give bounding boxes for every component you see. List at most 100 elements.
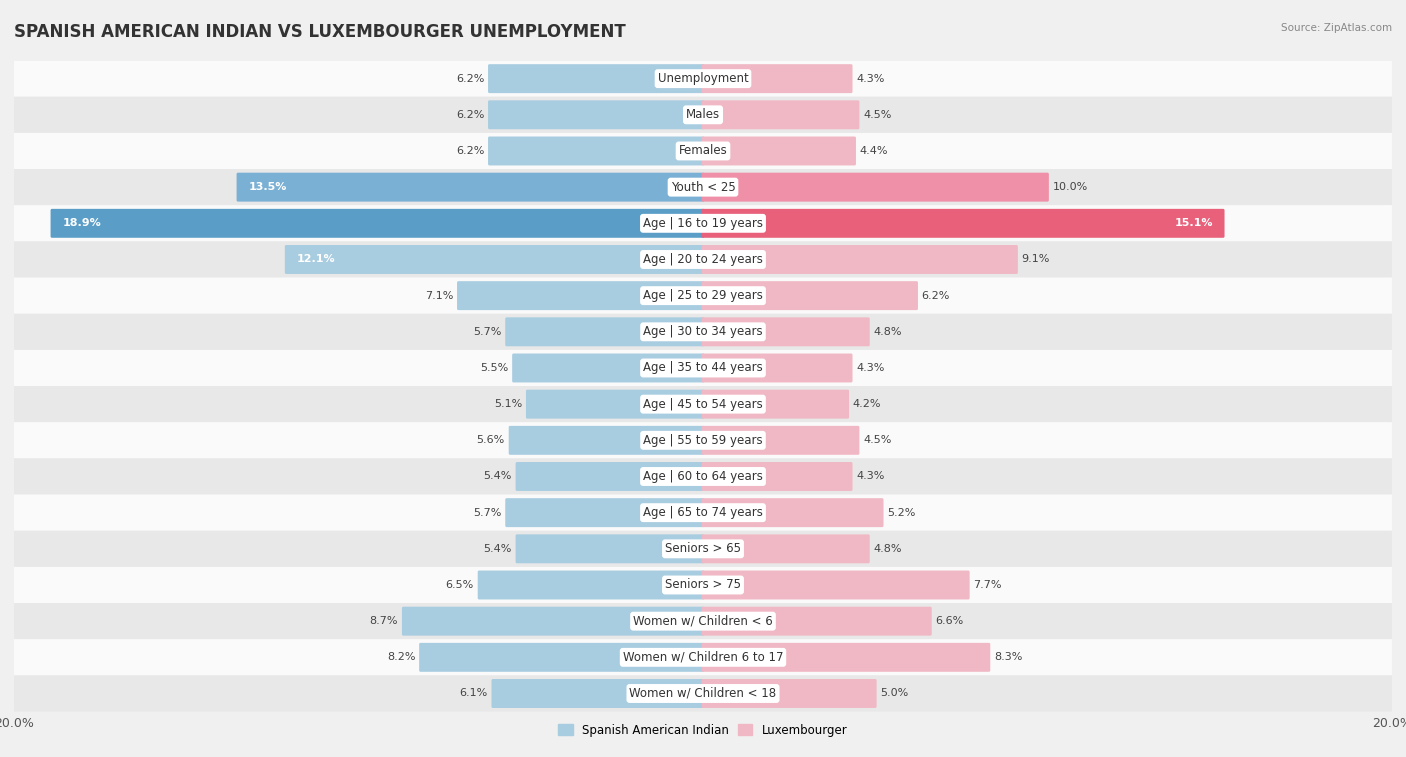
Text: Women w/ Children 6 to 17: Women w/ Children 6 to 17 [623, 651, 783, 664]
FancyBboxPatch shape [14, 350, 1392, 386]
Text: Women w/ Children < 6: Women w/ Children < 6 [633, 615, 773, 628]
Text: Age | 20 to 24 years: Age | 20 to 24 years [643, 253, 763, 266]
Text: 4.2%: 4.2% [853, 399, 882, 409]
Text: 4.5%: 4.5% [863, 110, 891, 120]
Text: 4.8%: 4.8% [873, 327, 903, 337]
Text: 6.2%: 6.2% [456, 73, 484, 83]
FancyBboxPatch shape [702, 498, 883, 527]
FancyBboxPatch shape [505, 317, 704, 346]
FancyBboxPatch shape [702, 173, 1049, 201]
Text: 4.5%: 4.5% [863, 435, 891, 445]
Text: 6.5%: 6.5% [446, 580, 474, 590]
FancyBboxPatch shape [488, 64, 704, 93]
Text: 5.5%: 5.5% [479, 363, 509, 373]
FancyBboxPatch shape [14, 241, 1392, 278]
Text: 8.3%: 8.3% [994, 653, 1022, 662]
FancyBboxPatch shape [457, 281, 704, 310]
Text: Seniors > 65: Seniors > 65 [665, 542, 741, 556]
Text: 7.7%: 7.7% [973, 580, 1002, 590]
Text: Age | 25 to 29 years: Age | 25 to 29 years [643, 289, 763, 302]
Text: Unemployment: Unemployment [658, 72, 748, 85]
Text: Youth < 25: Youth < 25 [671, 181, 735, 194]
FancyBboxPatch shape [14, 567, 1392, 603]
FancyBboxPatch shape [505, 498, 704, 527]
FancyBboxPatch shape [702, 245, 1018, 274]
FancyBboxPatch shape [14, 531, 1392, 567]
FancyBboxPatch shape [14, 205, 1392, 241]
Text: 6.1%: 6.1% [460, 689, 488, 699]
FancyBboxPatch shape [14, 97, 1392, 133]
Text: 4.8%: 4.8% [873, 544, 903, 554]
FancyBboxPatch shape [14, 169, 1392, 205]
FancyBboxPatch shape [14, 313, 1392, 350]
FancyBboxPatch shape [526, 390, 704, 419]
FancyBboxPatch shape [14, 603, 1392, 639]
FancyBboxPatch shape [702, 571, 970, 600]
FancyBboxPatch shape [702, 136, 856, 166]
FancyBboxPatch shape [14, 386, 1392, 422]
FancyBboxPatch shape [702, 534, 870, 563]
Text: Age | 60 to 64 years: Age | 60 to 64 years [643, 470, 763, 483]
FancyBboxPatch shape [702, 64, 852, 93]
Text: 5.1%: 5.1% [494, 399, 522, 409]
Text: 4.3%: 4.3% [856, 363, 884, 373]
Text: 6.2%: 6.2% [456, 146, 484, 156]
Text: SPANISH AMERICAN INDIAN VS LUXEMBOURGER UNEMPLOYMENT: SPANISH AMERICAN INDIAN VS LUXEMBOURGER … [14, 23, 626, 41]
Text: Males: Males [686, 108, 720, 121]
FancyBboxPatch shape [702, 462, 852, 491]
Text: 5.2%: 5.2% [887, 508, 915, 518]
FancyBboxPatch shape [402, 606, 704, 636]
FancyBboxPatch shape [509, 426, 704, 455]
Text: Age | 16 to 19 years: Age | 16 to 19 years [643, 217, 763, 230]
Text: 4.3%: 4.3% [856, 73, 884, 83]
Text: Age | 65 to 74 years: Age | 65 to 74 years [643, 506, 763, 519]
Text: 13.5%: 13.5% [249, 182, 287, 192]
FancyBboxPatch shape [702, 317, 870, 346]
Text: 9.1%: 9.1% [1022, 254, 1050, 264]
FancyBboxPatch shape [478, 571, 704, 600]
FancyBboxPatch shape [14, 422, 1392, 459]
FancyBboxPatch shape [516, 534, 704, 563]
FancyBboxPatch shape [419, 643, 704, 671]
Text: 6.6%: 6.6% [935, 616, 963, 626]
Text: Age | 30 to 34 years: Age | 30 to 34 years [643, 326, 763, 338]
FancyBboxPatch shape [51, 209, 704, 238]
FancyBboxPatch shape [702, 643, 990, 671]
Text: 5.4%: 5.4% [484, 544, 512, 554]
FancyBboxPatch shape [702, 606, 932, 636]
FancyBboxPatch shape [512, 354, 704, 382]
FancyBboxPatch shape [14, 133, 1392, 169]
FancyBboxPatch shape [702, 101, 859, 129]
Text: 15.1%: 15.1% [1174, 218, 1213, 229]
Text: 8.2%: 8.2% [387, 653, 415, 662]
Legend: Spanish American Indian, Luxembourger: Spanish American Indian, Luxembourger [554, 719, 852, 742]
FancyBboxPatch shape [488, 136, 704, 166]
Text: Females: Females [679, 145, 727, 157]
Text: 4.4%: 4.4% [859, 146, 889, 156]
FancyBboxPatch shape [14, 675, 1392, 712]
FancyBboxPatch shape [702, 390, 849, 419]
Text: 7.1%: 7.1% [425, 291, 453, 301]
Text: 5.7%: 5.7% [472, 327, 502, 337]
Text: Age | 35 to 44 years: Age | 35 to 44 years [643, 362, 763, 375]
Text: Age | 55 to 59 years: Age | 55 to 59 years [643, 434, 763, 447]
Text: Seniors > 75: Seniors > 75 [665, 578, 741, 591]
FancyBboxPatch shape [492, 679, 704, 708]
Text: Source: ZipAtlas.com: Source: ZipAtlas.com [1281, 23, 1392, 33]
Text: 6.2%: 6.2% [456, 110, 484, 120]
Text: Age | 45 to 54 years: Age | 45 to 54 years [643, 397, 763, 410]
Text: 5.7%: 5.7% [472, 508, 502, 518]
FancyBboxPatch shape [236, 173, 704, 201]
FancyBboxPatch shape [702, 354, 852, 382]
Text: 5.6%: 5.6% [477, 435, 505, 445]
FancyBboxPatch shape [702, 679, 876, 708]
FancyBboxPatch shape [14, 639, 1392, 675]
FancyBboxPatch shape [516, 462, 704, 491]
Text: 10.0%: 10.0% [1053, 182, 1088, 192]
FancyBboxPatch shape [14, 494, 1392, 531]
FancyBboxPatch shape [488, 101, 704, 129]
Text: 6.2%: 6.2% [922, 291, 950, 301]
Text: 5.0%: 5.0% [880, 689, 908, 699]
FancyBboxPatch shape [285, 245, 704, 274]
Text: 18.9%: 18.9% [62, 218, 101, 229]
